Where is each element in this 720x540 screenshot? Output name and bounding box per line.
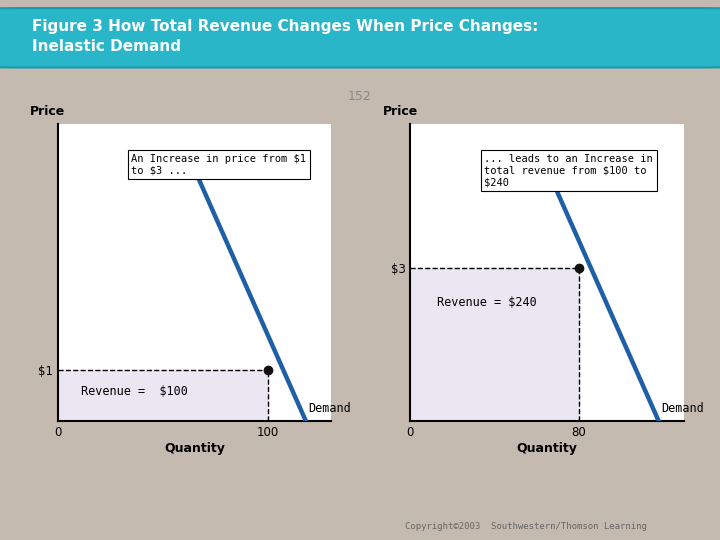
Text: Demand: Demand: [661, 402, 703, 415]
X-axis label: Quantity: Quantity: [164, 442, 225, 455]
Text: ... leads to an Increase in
total revenue from $100 to
$240: ... leads to an Increase in total revenu…: [485, 154, 653, 187]
Text: Figure 3 How Total Revenue Changes When Price Changes:
Inelastic Demand: Figure 3 How Total Revenue Changes When …: [32, 19, 538, 54]
Text: An Increase in price from $1
to $3 ...: An Increase in price from $1 to $3 ...: [132, 154, 307, 176]
Text: Price: Price: [30, 105, 66, 118]
Text: Copyright©2003  Southwestern/Thomson Learning: Copyright©2003 Southwestern/Thomson Lear…: [405, 522, 647, 531]
X-axis label: Quantity: Quantity: [517, 442, 577, 455]
FancyBboxPatch shape: [0, 8, 720, 68]
Text: Demand: Demand: [308, 402, 351, 415]
Text: Price: Price: [383, 105, 418, 118]
Text: Revenue =  $100: Revenue = $100: [81, 385, 188, 398]
Text: Revenue = $240: Revenue = $240: [437, 296, 537, 309]
Text: 152: 152: [348, 90, 372, 103]
